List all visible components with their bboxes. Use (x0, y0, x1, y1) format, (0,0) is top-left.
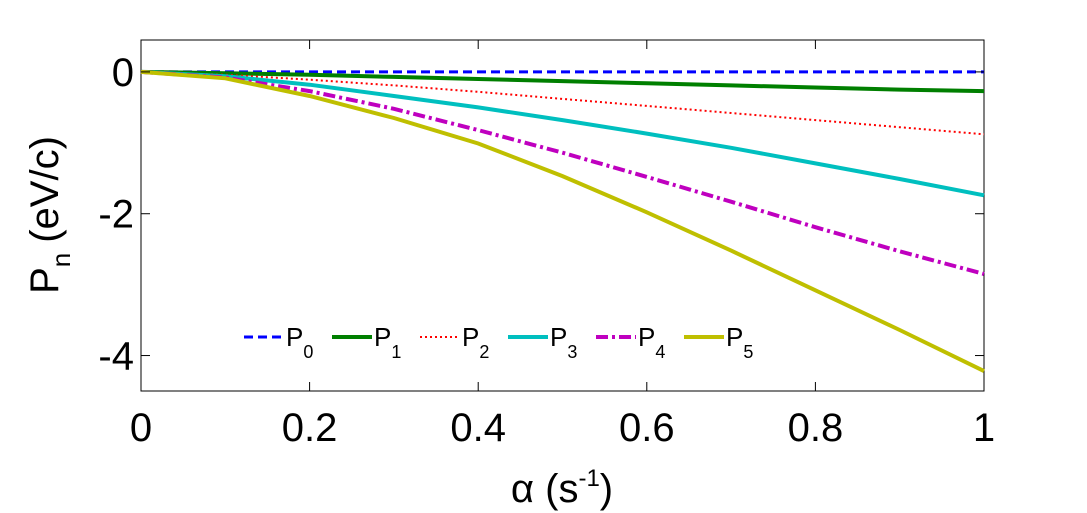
plot-area (140, 39, 985, 392)
series-line-p1 (140, 69, 985, 94)
x-axis-label-symbol: α (511, 467, 534, 511)
y-tick-label: -4 (98, 335, 134, 379)
x-tick-label: 0.6 (619, 406, 675, 450)
x-tick-label: 0 (130, 406, 152, 450)
y-axis-label: Pn (eV/c) (23, 136, 76, 294)
legend-label-p1: P1 (374, 322, 401, 362)
y-axis-label-sub: n (46, 253, 76, 267)
legend: P0 P1 P2 P3 P4 P5 (244, 322, 753, 362)
series-line-p3 (140, 69, 985, 198)
series-line-p5 (140, 69, 985, 373)
legend-label-p4: P4 (638, 322, 665, 362)
legend-label-p0: P0 (286, 322, 313, 362)
y-axis-label-base: P (23, 267, 67, 294)
y-axis-label-unit: (eV/c) (23, 136, 67, 243)
x-axis-label-unit: (s (545, 467, 578, 511)
x-axis-label: α (s-1) (511, 465, 613, 511)
y-tick-label: -2 (98, 193, 134, 237)
legend-label-p2: P2 (462, 322, 489, 362)
legend-label-p5: P5 (726, 322, 753, 362)
x-axis-label-close: ) (600, 467, 613, 511)
y-tick-label: 0 (112, 51, 134, 95)
x-axis-label-sup: -1 (578, 465, 599, 492)
series-line-p2 (140, 70, 985, 136)
x-tick-label: 0.2 (282, 406, 338, 450)
series-layer (140, 69, 985, 373)
series-line-p4 (140, 69, 985, 276)
x-tick-label: 0.8 (788, 406, 844, 450)
tick-layer: 0 0.2 0.4 0.6 0.8 1 0 -2 -4 (98, 40, 995, 450)
x-tick-label: 1 (973, 406, 995, 450)
x-tick-label: 0.4 (450, 406, 506, 450)
legend-label-p3: P3 (550, 322, 577, 362)
